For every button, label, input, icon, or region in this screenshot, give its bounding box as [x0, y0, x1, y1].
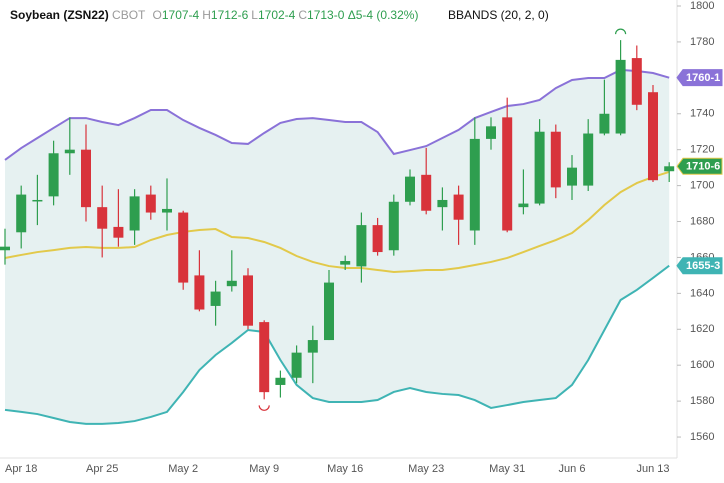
- price-tag: [676, 257, 723, 275]
- candle-body: [307, 340, 318, 353]
- price-tag: [676, 69, 723, 87]
- candle-body: [48, 153, 59, 197]
- candle-body: [259, 322, 270, 393]
- y-tick-label: 1600: [690, 359, 714, 371]
- candle-body: [113, 226, 124, 238]
- candle-body: [599, 113, 610, 134]
- y-tick-label: 1740: [690, 108, 714, 120]
- x-tick-label: Apr 25: [86, 463, 118, 475]
- quote-value: 1713-0: [307, 8, 345, 22]
- candle-body: [0, 246, 10, 251]
- quote-label: O: [153, 8, 162, 22]
- candle-body: [324, 282, 334, 341]
- candle-body: [388, 201, 399, 251]
- candle-body: [81, 149, 91, 208]
- candle-body: [615, 59, 626, 134]
- candle-body: [534, 131, 545, 204]
- candle-body: [210, 291, 221, 306]
- candle-body: [437, 199, 448, 208]
- candle-body: [291, 352, 302, 378]
- y-tick-label: 1580: [690, 395, 714, 407]
- price-tag-label: 1710-6: [686, 161, 720, 173]
- band-line: [4, 68, 670, 161]
- change: Δ5-4 (0.32%): [348, 8, 419, 22]
- candle-body: [275, 377, 286, 385]
- y-tick-label: 1780: [690, 36, 714, 48]
- candle-body: [486, 126, 496, 139]
- y-tick-label: 1620: [690, 323, 714, 335]
- x-tick-label: May 23: [408, 463, 444, 475]
- quote-value: 1702-4: [258, 8, 296, 22]
- candle-body: [243, 275, 253, 326]
- candle-body: [97, 207, 108, 229]
- low-marker: [258, 405, 270, 411]
- quote-label: L: [251, 8, 258, 22]
- candle-body: [226, 280, 237, 287]
- candle-body: [16, 194, 27, 233]
- candle-body: [567, 167, 577, 186]
- candle-body: [405, 176, 415, 202]
- candle-body: [194, 275, 205, 310]
- high-marker: [615, 28, 627, 35]
- candle-body: [64, 149, 75, 154]
- candle-body: [145, 194, 156, 213]
- x-tick-label: May 9: [249, 463, 279, 475]
- quote-label: H: [202, 8, 211, 22]
- candle-body: [32, 199, 43, 202]
- price-tag-label: 1655-3: [686, 260, 720, 272]
- candle-body: [648, 92, 658, 181]
- candle-body: [583, 133, 594, 186]
- quote: O1707-4 H1712-6 L1702-4 C1713-0: [153, 8, 345, 22]
- chart-title: Soybean (ZSN22): [10, 8, 109, 22]
- quote-label: C: [298, 8, 307, 22]
- candle-body: [129, 196, 140, 231]
- quote-value: 1707-4: [162, 8, 200, 22]
- band-line: [4, 264, 670, 425]
- candle-body: [518, 203, 529, 208]
- price-tag-label: 1760-1: [686, 72, 720, 84]
- y-tick-label: 1680: [690, 215, 714, 227]
- price-tag: [676, 157, 723, 175]
- x-tick-label: Jun 13: [636, 463, 669, 475]
- y-tick-label: 1720: [690, 144, 714, 156]
- x-tick-label: May 2: [168, 463, 198, 475]
- indicator-label: BBANDS (20, 2, 0): [448, 8, 549, 22]
- quote-value: 1712-6: [211, 8, 249, 22]
- candle-body: [421, 174, 432, 211]
- candle-body: [469, 138, 480, 231]
- candle-body: [178, 212, 189, 283]
- candle-body: [502, 117, 513, 231]
- candle-body: [162, 208, 172, 213]
- candle-body: [631, 58, 642, 105]
- candle-body: [372, 225, 383, 253]
- candle-body: [550, 131, 561, 188]
- exchange: CBOT: [112, 8, 146, 22]
- candle-body: [664, 166, 675, 172]
- x-tick-label: Apr 18: [5, 463, 37, 475]
- candle-body: [356, 225, 367, 267]
- x-tick-label: May 16: [327, 463, 363, 475]
- band-line: [4, 170, 670, 273]
- y-tick-label: 1640: [690, 287, 714, 299]
- y-tick-label: 1800: [690, 0, 714, 12]
- chart-header: Soybean (ZSN22) CBOT O1707-4 H1712-6 L1702…: [10, 8, 418, 22]
- candle-body: [453, 194, 464, 220]
- x-tick-label: Jun 6: [559, 463, 586, 475]
- candle-body: [340, 261, 351, 265]
- y-tick-label: 1560: [690, 431, 714, 443]
- y-tick-label: 1700: [690, 180, 714, 192]
- x-tick-label: May 31: [489, 463, 525, 475]
